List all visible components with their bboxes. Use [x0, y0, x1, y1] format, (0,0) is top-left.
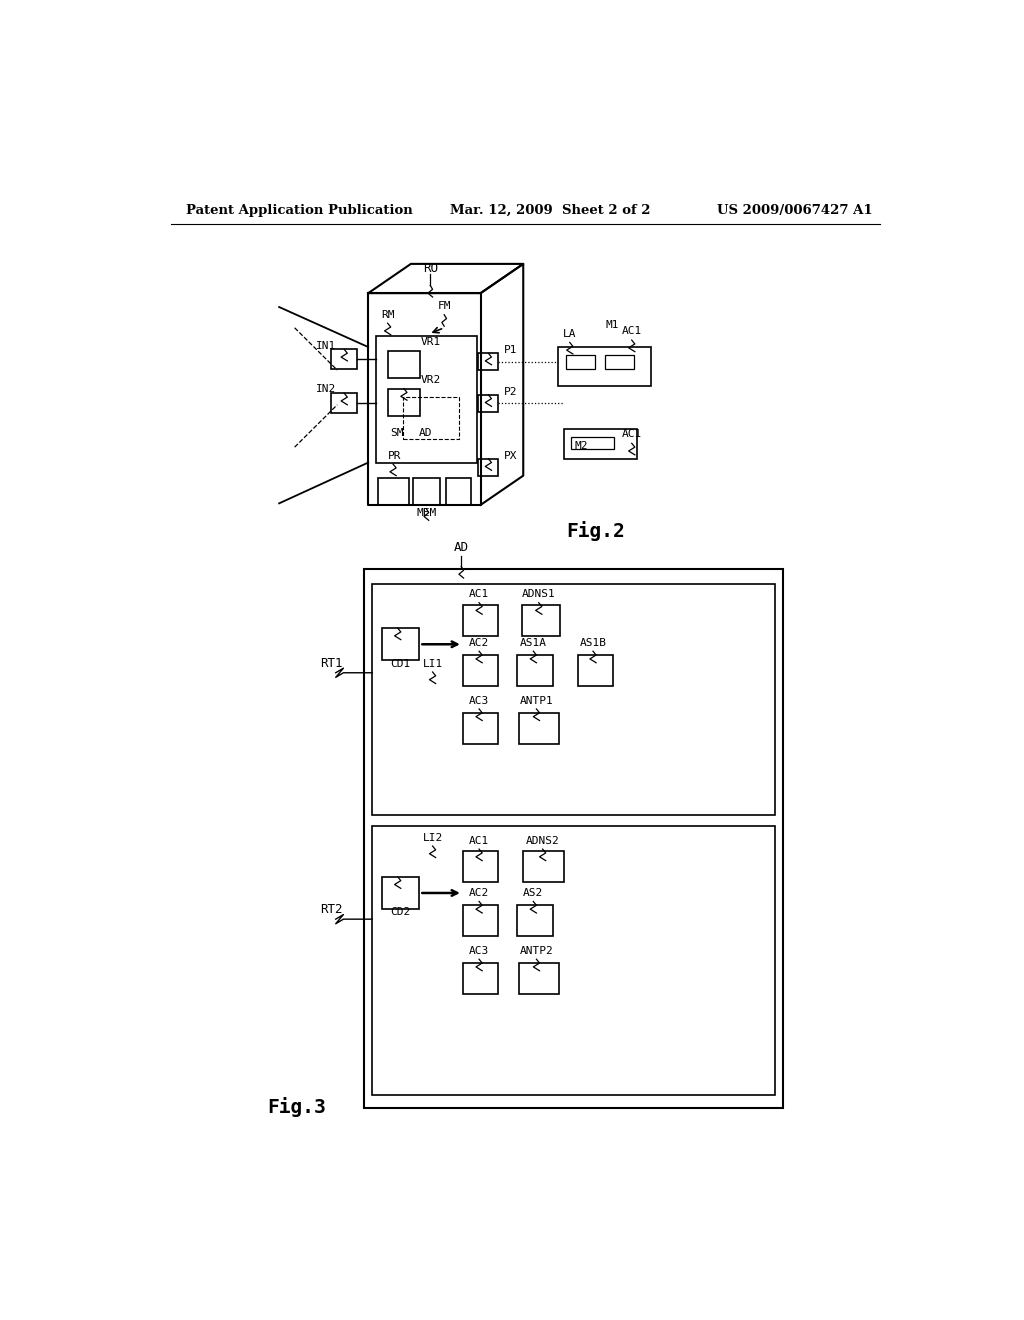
Text: SM: SM — [390, 428, 403, 438]
Text: M2: M2 — [574, 441, 588, 451]
Bar — [478, 395, 499, 412]
Bar — [523, 851, 563, 882]
Text: AC2: AC2 — [469, 888, 489, 898]
Text: PX: PX — [504, 450, 517, 461]
Bar — [372, 585, 775, 816]
Bar — [331, 350, 357, 370]
Bar — [463, 964, 499, 994]
Bar — [566, 355, 595, 368]
Text: P1: P1 — [504, 346, 517, 355]
Text: Fig.2: Fig.2 — [566, 521, 625, 541]
Bar — [331, 393, 357, 413]
Bar — [604, 355, 634, 368]
Text: P2: P2 — [504, 387, 517, 397]
Bar — [463, 906, 499, 936]
Text: AC1: AC1 — [622, 326, 642, 337]
Text: LI2: LI2 — [423, 833, 442, 843]
Text: AD: AD — [454, 541, 469, 554]
Text: IN2: IN2 — [315, 384, 336, 393]
Text: CD2: CD2 — [391, 907, 411, 917]
Bar — [445, 478, 471, 506]
Bar — [372, 826, 775, 1096]
Text: RT1: RT1 — [321, 656, 343, 669]
Text: RO: RO — [423, 261, 437, 275]
Text: AC3: AC3 — [469, 946, 489, 956]
Text: PR: PR — [388, 450, 401, 461]
Bar — [521, 605, 560, 636]
Bar — [382, 628, 420, 660]
Bar — [478, 459, 499, 475]
Text: ANTP2: ANTP2 — [519, 946, 553, 956]
Bar — [518, 713, 559, 743]
Text: US 2009/0067427 A1: US 2009/0067427 A1 — [717, 205, 872, 218]
Text: FM: FM — [437, 301, 451, 310]
Bar — [388, 351, 420, 378]
Bar — [414, 478, 440, 506]
Text: LA: LA — [563, 329, 577, 339]
Text: AS2: AS2 — [523, 888, 544, 898]
Text: MEM: MEM — [416, 508, 436, 519]
Text: AC2: AC2 — [469, 638, 489, 648]
Text: AC3: AC3 — [469, 696, 489, 706]
Text: M1: M1 — [605, 319, 620, 330]
Text: ADNS1: ADNS1 — [522, 589, 556, 599]
Bar — [563, 429, 637, 459]
Bar — [365, 569, 783, 1107]
Bar — [378, 478, 409, 506]
Text: ANTP1: ANTP1 — [519, 696, 553, 706]
Text: Fig.3: Fig.3 — [267, 1097, 327, 1117]
Bar — [517, 906, 553, 936]
Text: IN1: IN1 — [315, 341, 336, 351]
Text: AS1A: AS1A — [520, 638, 547, 648]
Bar — [382, 876, 420, 909]
Bar — [578, 655, 613, 686]
Bar — [517, 655, 553, 686]
Text: AS1B: AS1B — [580, 638, 606, 648]
Text: RT2: RT2 — [321, 903, 343, 916]
Bar — [571, 437, 614, 449]
Text: Patent Application Publication: Patent Application Publication — [186, 205, 413, 218]
Text: Mar. 12, 2009  Sheet 2 of 2: Mar. 12, 2009 Sheet 2 of 2 — [450, 205, 650, 218]
Text: CD1: CD1 — [391, 659, 411, 669]
Text: VR2: VR2 — [421, 375, 441, 385]
Bar — [376, 335, 477, 462]
Text: RM: RM — [381, 310, 394, 319]
Bar — [558, 347, 651, 385]
Text: LI1: LI1 — [423, 659, 442, 669]
Bar — [518, 964, 559, 994]
Bar — [463, 605, 499, 636]
Bar — [463, 655, 499, 686]
Bar — [463, 713, 499, 743]
Bar — [403, 397, 459, 440]
Text: AC1: AC1 — [469, 589, 489, 599]
Bar — [463, 851, 499, 882]
Text: AC1: AC1 — [469, 836, 489, 846]
Bar — [478, 354, 499, 370]
Text: AC1: AC1 — [622, 429, 642, 440]
Text: AD: AD — [419, 428, 432, 438]
Text: VR1: VR1 — [421, 337, 441, 347]
Text: ADNS2: ADNS2 — [525, 836, 559, 846]
Bar — [388, 389, 420, 416]
